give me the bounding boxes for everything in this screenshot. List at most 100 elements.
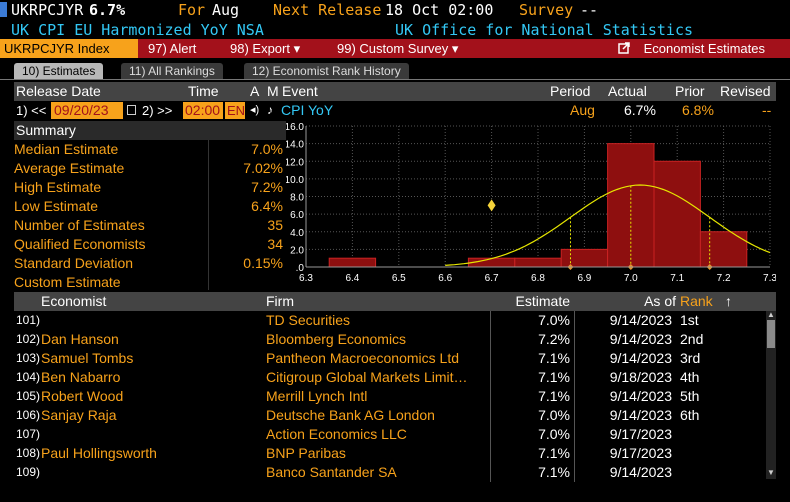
release-time-input[interactable]: 02:00 [183, 102, 223, 119]
alert-button[interactable]: 97) Alert [148, 41, 197, 56]
scroll-thumb[interactable] [767, 320, 775, 348]
column-separator [574, 368, 575, 387]
tab-all-rankings[interactable]: 11) All Rankings [121, 63, 223, 80]
tab-estimates[interactable]: 10) Estimates [14, 63, 104, 80]
table-row[interactable]: 106) Sanjay Raja Deutsche Bank AG London 7.… [14, 406, 766, 425]
tab-economist-rank-history[interactable]: 12) Economist Rank History [244, 63, 409, 80]
firm-name: Banco Santander SA [266, 464, 397, 480]
summary-value: 0.15% [243, 255, 283, 271]
sort-ascending-icon[interactable]: ↑ [725, 293, 732, 309]
summary-value: 35 [267, 217, 283, 233]
column-separator [574, 349, 575, 368]
release-date-input[interactable]: 09/20/23 [51, 102, 123, 119]
security-header: UKRPCJYR 6.7% For Aug Next Release 18 Oc… [0, 0, 790, 20]
column-separator [490, 330, 491, 349]
a-header: A [250, 83, 260, 99]
summary-label: Qualified Economists [14, 236, 146, 252]
summary-label: Standard Deviation [14, 255, 134, 271]
as-of-date: 9/14/2023 [609, 407, 672, 423]
summary-value: 7.2% [251, 179, 283, 195]
column-separator [490, 444, 491, 463]
table-row[interactable]: 101) TD Securities 7.0% 9/14/2023 1st [14, 311, 766, 330]
estimate-value: 7.0% [538, 312, 570, 328]
rank-value: 1st [680, 312, 699, 328]
as-of-column-header[interactable]: As of [644, 293, 676, 309]
summary-value: 6.4% [251, 198, 283, 214]
firm-name: Action Economics LLC [266, 426, 407, 442]
scroll-up-icon[interactable]: ▲ [767, 310, 775, 319]
economist-name: Samuel Tombs [41, 350, 134, 366]
tab-bar: 10) Estimates 11) All Rankings 12) Econo… [0, 60, 790, 80]
column-separator [574, 387, 575, 406]
function-toolbar: UKRPCJYR Index 97) Alert 98) Export ▾ 99… [0, 39, 790, 58]
summary-label: Median Estimate [14, 141, 119, 157]
calendar-icon[interactable] [127, 105, 136, 115]
table-scrollbar[interactable]: ▲ ▼ [766, 311, 776, 479]
export-button[interactable]: 98) Export ▾ [230, 41, 301, 56]
economist-column-header[interactable]: Economist [41, 293, 107, 309]
x-tick-label: 6.6 [438, 273, 452, 284]
x-tick-label: 6.4 [345, 273, 359, 284]
survey-value: -- [580, 1, 599, 19]
firm-name: Pantheon Macroeconomics Ltd [266, 350, 459, 366]
m-header: M [267, 83, 279, 99]
x-tick-label: 6.7 [485, 273, 499, 284]
summary-label: Average Estimate [14, 160, 125, 176]
row-number: 104) [16, 370, 41, 384]
firm-name: BNP Paribas [266, 445, 346, 461]
table-row[interactable]: 105) Robert Wood Merrill Lynch Intl 7.1% 9/1… [14, 387, 766, 406]
speaker-icon[interactable]: ◂) [250, 104, 260, 116]
rank-value: 4th [680, 369, 700, 385]
summary-list: Median Estimate 7.0% Average Estimate 7.02… [14, 140, 286, 290]
table-row[interactable]: 102) Dan Hanson Bloomberg Economics 7.2% 9/1… [14, 330, 766, 349]
security-description: UK CPI EU Harmonized YoY NSA [11, 21, 264, 39]
column-separator [490, 311, 491, 330]
economist-estimates-button[interactable]: Economist Estimates [618, 39, 765, 58]
row-number: 103) [16, 351, 41, 365]
summary-value: 34 [267, 236, 283, 252]
table-row[interactable]: 104) Ben Nabarro Citigroup Global Markets … [14, 368, 766, 387]
rank-column-header[interactable]: Rank [680, 293, 713, 309]
index-selector[interactable]: UKRPCJYR Index [0, 39, 138, 58]
estimate-value: 7.2% [538, 331, 570, 347]
bell-icon[interactable]: ♪ [267, 103, 273, 117]
row-number: 109) [16, 465, 41, 479]
histogram-bar [653, 160, 701, 268]
summary-row-average: Average Estimate 7.02% [14, 159, 286, 178]
x-tick-label: 7.3 [763, 273, 776, 284]
prev-release-button[interactable]: 1) << [16, 103, 47, 118]
economist-name: Ben Nabarro [41, 369, 121, 385]
next-release-label: Next Release [273, 1, 382, 19]
column-separator [490, 406, 491, 425]
security-subheader: UK CPI EU Harmonized YoY NSA UK Office f… [0, 20, 790, 39]
x-tick-label: 6.3 [299, 273, 313, 284]
event-link[interactable]: CPI YoY [281, 102, 334, 118]
column-separator [490, 368, 491, 387]
language-selector[interactable]: EN [225, 102, 246, 119]
period-header: Period [550, 83, 591, 99]
custom-survey-button[interactable]: 99) Custom Survey ▾ [337, 41, 459, 56]
summary-row-number: Number of Estimates 35 [14, 216, 286, 235]
data-source: UK Office for National Statistics [395, 21, 694, 39]
next-release-button[interactable]: 2) >> [142, 103, 173, 118]
economist-name: Paul Hollingsworth [41, 445, 157, 461]
event-header: Event [282, 83, 318, 99]
scroll-down-icon[interactable]: ▼ [767, 468, 775, 477]
actual-value-marker [487, 199, 496, 212]
column-separator [574, 311, 575, 330]
table-row[interactable]: 108) Paul Hollingsworth BNP Paribas 7.1% 9/1… [14, 444, 766, 463]
table-row[interactable]: 109) Banco Santander SA 7.1% 9/14/2023 [14, 463, 766, 482]
next-release-value: 18 Oct 02:00 [385, 1, 494, 19]
estimate-column-header[interactable]: Estimate [515, 293, 570, 309]
row-number: 108) [16, 446, 41, 460]
summary-label: Custom Estimate [14, 274, 121, 290]
row-number: 102) [16, 332, 41, 346]
release-revised: -- [762, 102, 772, 118]
table-row[interactable]: 107) Action Economics LLC 7.0% 9/17/2023 [14, 425, 766, 444]
firm-column-header[interactable]: Firm [266, 293, 294, 309]
table-row[interactable]: 103) Samuel Tombs Pantheon Macroeconomics … [14, 349, 766, 368]
histogram-bar [328, 257, 377, 268]
firm-name: TD Securities [266, 312, 351, 328]
x-tick-label: 7.2 [717, 273, 731, 284]
summary-value: 7.0% [251, 141, 283, 157]
